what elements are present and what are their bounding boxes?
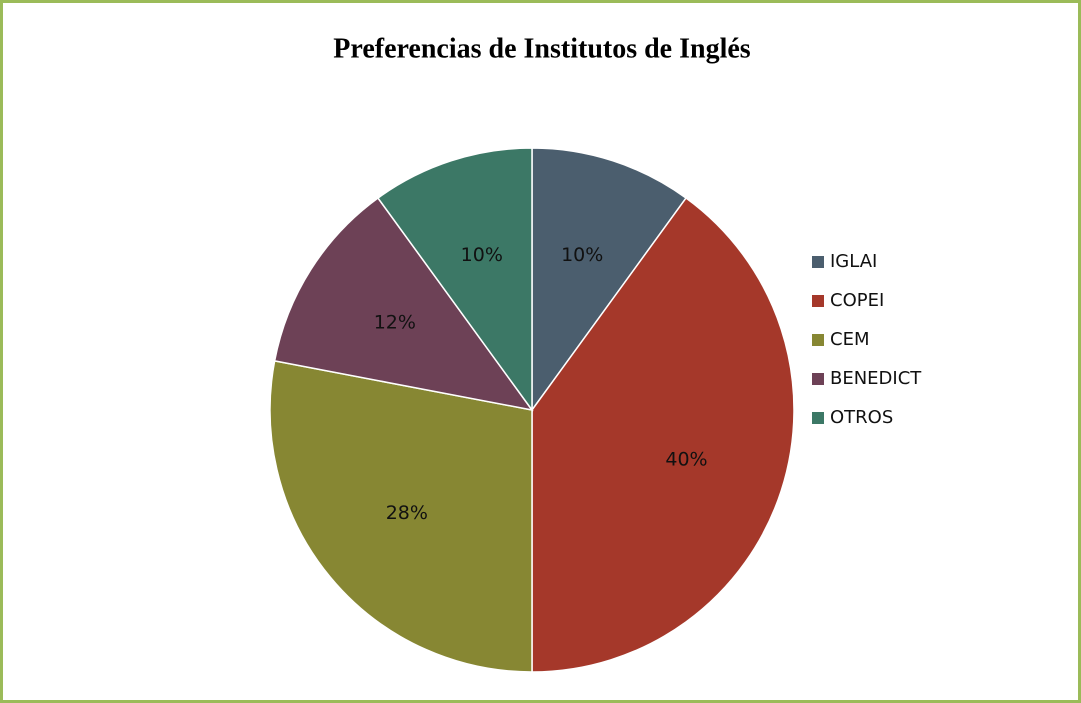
pie-slice: [531, 196, 795, 673]
legend-label: COPEI: [830, 290, 884, 311]
legend-swatch: [812, 295, 824, 307]
pie-slice: [269, 360, 533, 673]
data-label: 40%: [665, 449, 707, 471]
data-label: 12%: [374, 311, 416, 333]
legend-label: IGLAI: [830, 251, 877, 272]
legend-swatch: [812, 334, 824, 346]
legend-swatch: [812, 412, 824, 424]
data-label: 10%: [561, 244, 603, 266]
legend-swatch: [812, 373, 824, 385]
data-label: 10%: [461, 244, 503, 266]
pie-slice: [376, 147, 533, 413]
pie-slice: [273, 196, 534, 412]
legend-label: BENEDICT: [830, 368, 922, 389]
pie-slice: [531, 147, 688, 413]
legend-swatch: [812, 256, 824, 268]
legend-label: CEM: [830, 329, 869, 350]
chart-title: Preferencias de Institutos de Inglés: [333, 33, 750, 64]
data-label: 28%: [386, 502, 428, 524]
legend-label: OTROS: [830, 407, 893, 428]
